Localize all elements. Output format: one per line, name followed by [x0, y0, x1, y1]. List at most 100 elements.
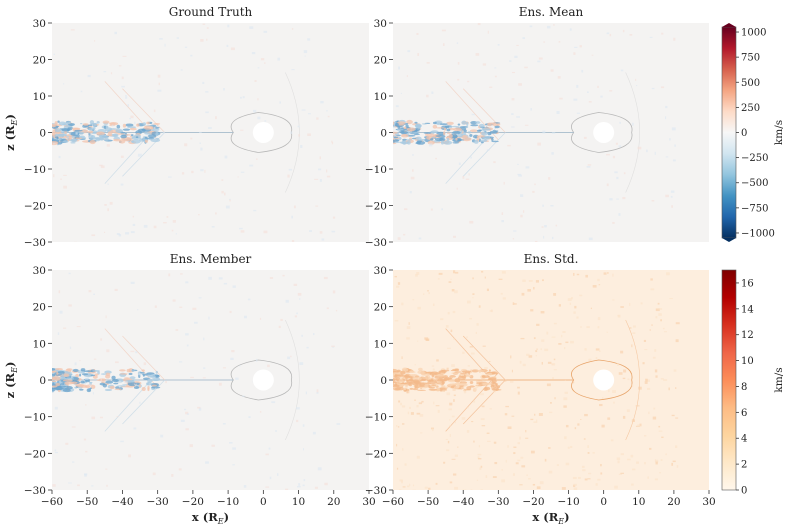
noise-speck — [617, 314, 621, 318]
noise-speck — [110, 72, 113, 75]
turbulence-blob — [443, 127, 447, 131]
noise-speck — [579, 45, 582, 48]
noise-speck — [475, 387, 478, 391]
colorbar-tick-label: 10 — [741, 356, 754, 367]
noise-speck — [639, 423, 642, 427]
noise-speck — [477, 23, 481, 26]
turbulence-blob — [125, 380, 135, 383]
noise-speck — [323, 276, 328, 280]
turbulence-blob — [132, 379, 136, 381]
noise-speck — [237, 176, 239, 178]
heatmap-texture — [52, 272, 341, 490]
colorbar-tick-label: 2 — [741, 460, 747, 471]
turbulence-blob — [406, 375, 413, 378]
turbulence-blob — [414, 121, 418, 124]
noise-speck — [472, 277, 474, 280]
noise-speck — [85, 404, 87, 406]
turbulence-blob — [143, 125, 154, 130]
noise-speck — [584, 413, 588, 417]
noise-speck — [404, 208, 408, 211]
noise-speck — [230, 47, 235, 51]
turbulence-blob — [435, 127, 445, 129]
turbulence-blob — [112, 133, 119, 138]
noise-speck — [552, 377, 554, 380]
turbulence-blob — [57, 385, 66, 388]
noise-speck — [526, 353, 530, 357]
noise-speck — [176, 37, 180, 39]
noise-speck — [134, 121, 136, 125]
noise-speck — [445, 438, 448, 440]
noise-speck — [114, 288, 118, 291]
noise-speck — [588, 237, 593, 241]
noise-speck — [548, 177, 551, 180]
turbulence-blob — [398, 130, 407, 133]
noise-speck — [654, 478, 658, 481]
noise-speck — [428, 487, 431, 490]
noise-speck — [296, 485, 301, 488]
noise-speck — [418, 384, 420, 388]
noise-speck — [80, 90, 83, 93]
noise-speck — [279, 101, 281, 104]
turbulence-blob — [452, 141, 460, 144]
noise-speck — [65, 442, 69, 445]
noise-speck — [671, 205, 673, 208]
noise-speck — [168, 273, 171, 277]
noise-speck — [231, 350, 235, 353]
noise-speck — [612, 299, 615, 301]
bow-shock-arc — [625, 319, 640, 441]
turbulence-blob — [396, 369, 401, 373]
noise-speck — [124, 381, 128, 384]
colorbar-tick-label: 500 — [741, 78, 760, 89]
noise-speck — [424, 337, 429, 340]
turbulence-blob — [92, 375, 98, 379]
noise-speck — [676, 465, 679, 468]
noise-speck — [546, 25, 551, 29]
noise-speck — [565, 462, 570, 466]
turbulence-blob — [393, 136, 399, 139]
noise-speck — [305, 391, 308, 395]
noise-speck — [397, 237, 401, 240]
noise-speck — [406, 391, 408, 394]
turbulence-blob — [439, 123, 448, 126]
y-tick-label: −30 — [365, 485, 387, 497]
noise-speck — [398, 400, 401, 403]
noise-speck — [595, 348, 600, 351]
noise-speck — [89, 384, 93, 386]
turbulence-blob — [129, 135, 132, 138]
turbulence-blob — [413, 130, 420, 132]
noise-speck — [271, 401, 276, 404]
noise-speck — [79, 359, 81, 362]
panel-4: Ens. Std. −30 −20 −10 0 10 20 30 −60 −50 −40 −30 −20… — [365, 252, 716, 526]
noise-speck — [456, 42, 459, 44]
noise-speck — [601, 424, 605, 428]
noise-speck — [493, 161, 496, 164]
noise-speck — [332, 346, 334, 348]
turbulence-blob — [63, 373, 70, 378]
turbulence-blob — [405, 139, 413, 141]
turbulence-blob — [66, 368, 73, 371]
noise-speck — [469, 346, 474, 348]
turbulence-blob — [107, 131, 113, 136]
noise-speck — [675, 339, 679, 343]
noise-speck — [494, 461, 498, 465]
noise-speck — [618, 145, 622, 148]
x-tick-label: −60 — [41, 496, 63, 508]
noise-speck — [277, 473, 279, 476]
noise-speck — [614, 485, 618, 489]
noise-speck — [280, 318, 283, 322]
turbulence-blob — [443, 140, 453, 145]
noise-speck — [606, 331, 608, 333]
noise-speck — [476, 323, 479, 326]
noise-speck — [501, 212, 504, 216]
noise-speck — [487, 30, 489, 34]
noise-speck — [665, 105, 668, 109]
turbulence-blob — [446, 128, 451, 132]
noise-speck — [670, 190, 675, 193]
noise-speck — [71, 461, 75, 463]
noise-speck — [111, 124, 114, 127]
noise-speck — [451, 415, 455, 418]
noise-speck — [121, 85, 125, 88]
noise-speck — [494, 75, 497, 78]
turbulence-blob — [142, 122, 147, 126]
noise-speck — [537, 60, 541, 63]
